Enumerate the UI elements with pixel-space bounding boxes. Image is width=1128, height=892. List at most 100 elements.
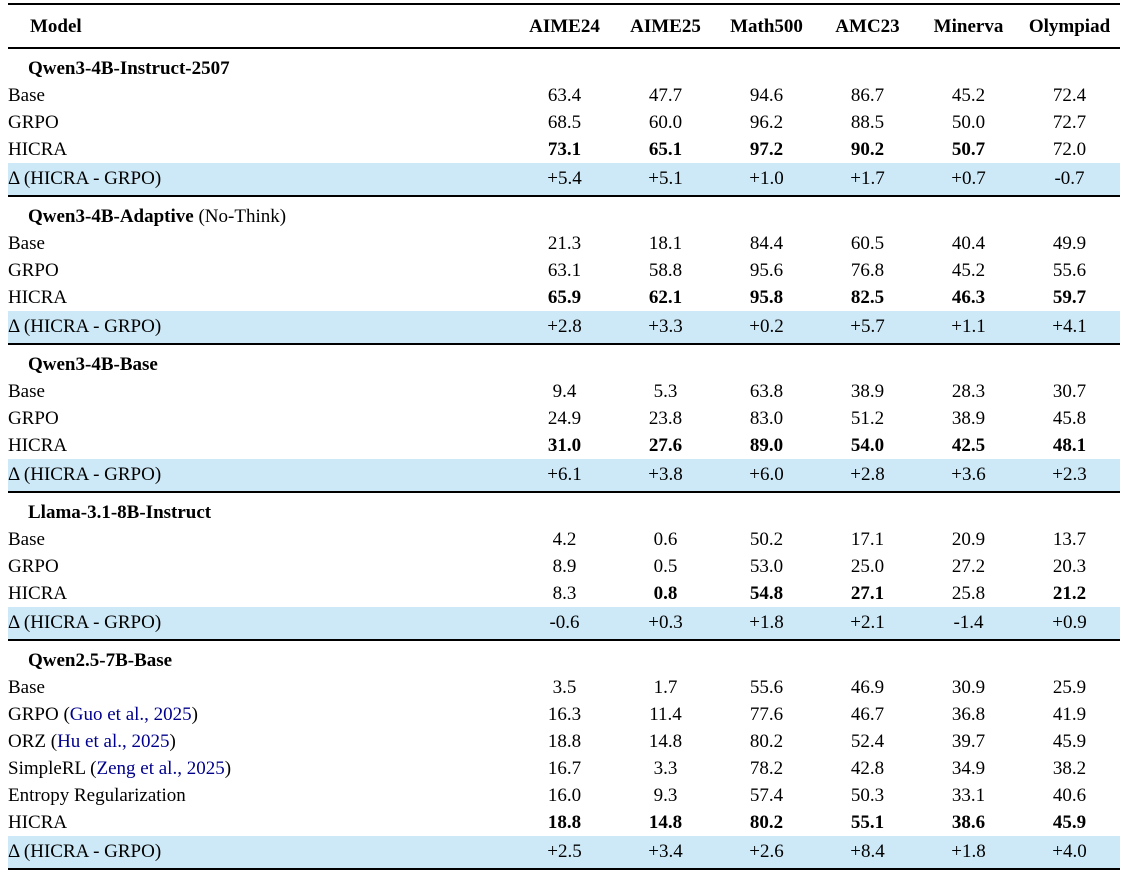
metric-value: 45.2: [951, 260, 986, 281]
delta-value: +5.4: [514, 163, 615, 197]
metric-value: 80.2: [749, 731, 784, 752]
row-label: Base: [8, 529, 45, 550]
section-row: Qwen3-4B-Base: [8, 344, 1120, 378]
section-title-text: Qwen3-4B-Adaptive: [28, 206, 194, 227]
table-row: HICRA 18.8 14.8 80.2 55.1 38.6 45.9: [8, 809, 1120, 836]
table-row: GRPO 24.9 23.8 83.0 51.2 38.9 45.8: [8, 405, 1120, 432]
metric-value: 17.1: [850, 529, 885, 550]
metric-value: 11.4: [649, 704, 682, 725]
metric-value: 94.6: [749, 85, 784, 106]
metric-value: 68.5: [547, 112, 582, 133]
row-label: Base: [8, 677, 45, 698]
metric-value: 18.8: [547, 812, 582, 833]
delta-label: Δ (HICRA - GRPO): [8, 607, 514, 641]
metric-value: 51.2: [850, 408, 885, 429]
col-header-math500: Math500: [716, 4, 817, 49]
metric-value: 27.2: [951, 556, 986, 577]
metric-value: 65.9: [547, 287, 582, 308]
delta-value: +4.1: [1019, 311, 1120, 345]
table-row: Entropy Regularization 16.0 9.3 57.4 50.3 33.…: [8, 782, 1120, 809]
delta-value: +1.8: [716, 607, 817, 641]
section-title-text: Qwen3-4B-Base: [28, 354, 158, 375]
row-label: HICRA: [8, 287, 68, 308]
delta-value: +2.6: [716, 836, 817, 870]
metric-value: 33.1: [951, 785, 986, 806]
metric-value: 41.9: [1052, 704, 1087, 725]
table-row: Base 4.2 0.6 50.2 17.1 20.9 13.7: [8, 526, 1120, 553]
table-row: HICRA 31.0 27.6 89.0 54.0 42.5 48.1: [8, 432, 1120, 459]
metric-value: 73.1: [547, 139, 582, 160]
metric-value: 25.9: [1052, 677, 1087, 698]
table-row: GRPO 63.1 58.8 95.6 76.8 45.2 55.6: [8, 257, 1120, 284]
metric-value: 5.3: [653, 381, 678, 402]
metric-value: 38.2: [1052, 758, 1087, 779]
delta-label: Δ (HICRA - GRPO): [8, 311, 514, 345]
metric-value: 9.3: [653, 785, 678, 806]
metric-value: 14.8: [648, 812, 683, 833]
metric-value: 90.2: [850, 139, 885, 160]
table-row: Base 63.4 47.7 94.6 86.7 45.2 72.4: [8, 82, 1120, 109]
row-label: GRPO: [8, 112, 59, 133]
metric-value: 45.9: [1052, 812, 1087, 833]
metric-value: 39.7: [951, 731, 986, 752]
metric-value: 34.9: [951, 758, 986, 779]
delta-value: +0.9: [1019, 607, 1120, 641]
metric-value: 72.7: [1052, 112, 1087, 133]
metric-value: 36.8: [951, 704, 986, 725]
metric-value: 8.3: [552, 583, 577, 604]
delta-value: +6.1: [514, 459, 615, 493]
row-label: Base: [8, 233, 45, 254]
metric-value: 0.8: [653, 583, 678, 604]
metric-value: 60.0: [648, 112, 683, 133]
col-header-aime25: AIME25: [615, 4, 716, 49]
header-row: Model AIME24 AIME25 Math500 AMC23 Minerva Olym…: [8, 4, 1120, 49]
delta-label: Δ (HICRA - GRPO): [8, 163, 514, 197]
metric-value: 80.2: [749, 812, 784, 833]
table-row: HICRA 65.9 62.1 95.8 82.5 46.3 59.7: [8, 284, 1120, 311]
metric-value: 40.6: [1052, 785, 1087, 806]
metric-value: 55.6: [1052, 260, 1087, 281]
metric-value: 28.3: [951, 381, 986, 402]
metric-value: 14.8: [648, 731, 683, 752]
metric-value: 46.9: [850, 677, 885, 698]
citation-link[interactable]: Zeng et al., 2025: [96, 758, 225, 779]
metric-value: 25.0: [850, 556, 885, 577]
citation-link[interactable]: Hu et al., 2025: [57, 731, 170, 752]
delta-row: Δ (HICRA - GRPO) +2.5 +3.4 +2.6 +8.4 +1.8 +4.0: [8, 836, 1120, 870]
metric-value: 20.9: [951, 529, 986, 550]
benchmark-results-table: Model AIME24 AIME25 Math500 AMC23 Minerva Olym…: [8, 3, 1120, 870]
delta-value: +2.5: [514, 836, 615, 870]
metric-value: 58.8: [648, 260, 683, 281]
metric-value: 3.3: [653, 758, 678, 779]
section-title: Qwen3-4B-Adaptive (No-Think): [8, 196, 1120, 230]
table-row: GRPO 8.9 0.5 53.0 25.0 27.2 20.3: [8, 553, 1120, 580]
metric-value: 54.0: [850, 435, 885, 456]
citation-link[interactable]: Guo et al., 2025: [69, 704, 192, 725]
col-header-aime24: AIME24: [514, 4, 615, 49]
metric-value: 82.5: [850, 287, 885, 308]
metric-value: 63.4: [547, 85, 582, 106]
metric-value: 0.6: [653, 529, 678, 550]
row-label: GRPO (Guo et al., 2025): [8, 704, 198, 725]
metric-value: 53.0: [749, 556, 784, 577]
section-title-text: Llama-3.1-8B-Instruct: [28, 502, 212, 523]
table-row: HICRA 8.3 0.8 54.8 27.1 25.8 21.2: [8, 580, 1120, 607]
row-label: GRPO: [8, 260, 59, 281]
metric-value: 25.8: [951, 583, 986, 604]
delta-value: +1.8: [918, 836, 1019, 870]
table-row: ORZ (Hu et al., 2025) 18.8 14.8 80.2 52.4 39.…: [8, 728, 1120, 755]
metric-value: 50.2: [749, 529, 784, 550]
delta-value: -0.7: [1019, 163, 1120, 197]
delta-value: +5.1: [615, 163, 716, 197]
metric-value: 27.6: [648, 435, 683, 456]
metric-value: 13.7: [1052, 529, 1087, 550]
metric-value: 40.4: [951, 233, 986, 254]
row-label: Base: [8, 85, 45, 106]
delta-value: -0.6: [514, 607, 615, 641]
metric-value: 21.2: [1052, 583, 1087, 604]
row-label: HICRA: [8, 139, 68, 160]
delta-value: +3.3: [615, 311, 716, 345]
metric-value: 23.8: [648, 408, 683, 429]
metric-value: 0.5: [653, 556, 678, 577]
metric-value: 1.7: [653, 677, 678, 698]
